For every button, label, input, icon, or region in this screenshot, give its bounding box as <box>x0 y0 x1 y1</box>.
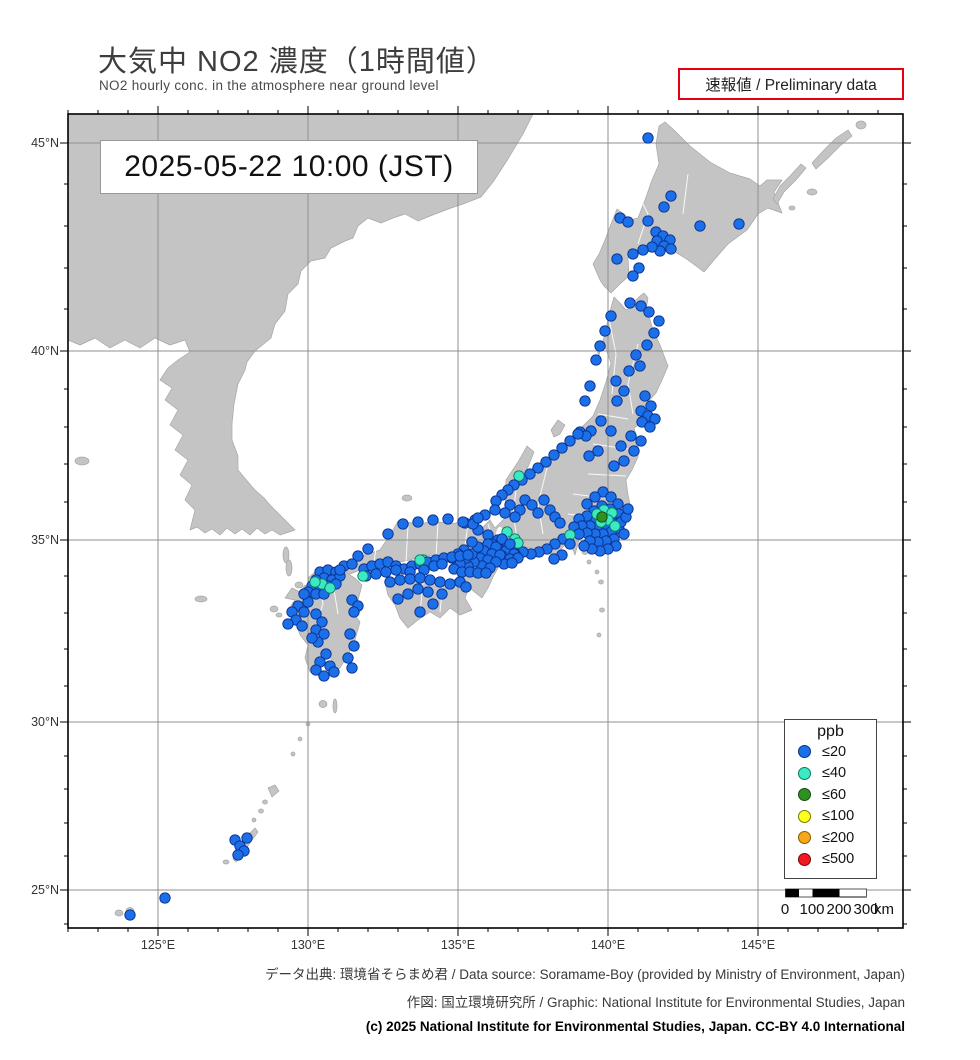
landmass-iki <box>294 581 304 589</box>
islet-izu <box>594 569 600 575</box>
scale-bar: 0 100 200 300 km <box>779 886 929 926</box>
islet-amami <box>258 808 264 814</box>
timestamp-box: 2025-05-22 10:00 (JST) <box>100 140 478 194</box>
landmass-yakushima <box>318 700 328 708</box>
legend-label: ≤500 <box>822 851 855 868</box>
islet-izu <box>599 607 605 613</box>
landmass-tsushima <box>282 546 290 564</box>
page-subtitle: NO2 hourly conc. in the atmosphere near … <box>99 78 439 93</box>
svg-text:140°E: 140°E <box>591 938 625 952</box>
islet-amami <box>262 799 268 805</box>
islet-tokara <box>290 751 296 757</box>
legend-color-dot <box>798 766 811 780</box>
legend-box: ppb ≤20 ≤40 ≤60 ≤100 ≤200 ≤500 <box>784 719 877 879</box>
svg-text:145°E: 145°E <box>741 938 775 952</box>
islet <box>788 205 796 211</box>
legend-row: ≤100 <box>785 806 876 828</box>
scale-bar-tick-label: 0 <box>780 901 790 918</box>
islet-izu <box>586 559 592 565</box>
legend-row: ≤200 <box>785 827 876 849</box>
landmass-goto <box>269 605 279 613</box>
islet-kerama <box>222 859 230 865</box>
legend-color-dot <box>798 831 811 845</box>
landmass-amami <box>267 784 280 798</box>
scale-bar-tick-label: 300 <box>853 901 879 918</box>
landmass-jeju <box>194 595 208 603</box>
legend-label: ≤200 <box>822 829 855 846</box>
footer-graphic-credit: 作図: 国立環境研究所 / Graphic: National Institut… <box>406 995 905 1010</box>
legend-color-dot <box>798 745 811 759</box>
islet-izu <box>596 632 602 638</box>
islet-amami <box>251 817 257 823</box>
scale-bar-tick-label: 200 <box>826 901 852 918</box>
legend-label: ≤20 <box>822 743 847 760</box>
japan-map-svg: 125°E 130°E 135°E 140°E 145°E 45°N 40°N 35°N 30°… <box>31 106 911 952</box>
landmass-sado <box>550 419 566 438</box>
legend-row: ≤40 <box>785 763 876 785</box>
islet <box>806 188 818 196</box>
station-dots <box>124 132 745 921</box>
svg-text:130°E: 130°E <box>291 938 325 952</box>
legend-row: ≤60 <box>785 784 876 806</box>
japan-map: 125°E 130°E 135°E 140°E 145°E 45°N 40°N 35°N 30°… <box>18 102 918 958</box>
landmass-tanegashima <box>332 698 338 714</box>
landmass-oki <box>401 494 413 502</box>
svg-text:45°N: 45°N <box>31 136 59 150</box>
scale-bar-tick-label: 100 <box>799 901 825 918</box>
svg-text:35°N: 35°N <box>31 533 59 547</box>
legend-color-dot <box>798 852 811 866</box>
axis-ticks <box>60 106 911 936</box>
legend-row: ≤20 <box>785 741 876 763</box>
landmass-iriomote <box>114 909 124 917</box>
scale-bar-graphic <box>785 888 867 898</box>
landmass-kunashiri <box>772 163 807 205</box>
svg-text:40°N: 40°N <box>31 344 59 358</box>
landmass-tsushima-s <box>285 559 293 577</box>
legend-row: ≤500 <box>785 849 876 871</box>
legend-title: ppb <box>817 723 844 740</box>
footer-data-source: データ出典: 環境省そらまめ君 / Data source: Soramame-… <box>265 967 905 982</box>
islet <box>855 120 867 130</box>
map-frame <box>67 113 904 929</box>
islet-tokara <box>297 736 303 742</box>
landmass-goto-s <box>275 612 283 618</box>
page-title: 大気中 NO2 濃度（1時間値） <box>98 46 496 78</box>
legend-color-dot <box>798 788 811 802</box>
islet-shandong <box>74 456 90 466</box>
svg-text:135°E: 135°E <box>441 938 475 952</box>
scale-bar-unit: km <box>874 901 894 918</box>
svg-text:30°N: 30°N <box>31 715 59 729</box>
islet-izu <box>598 579 604 585</box>
footer-copyright: (c) 2025 National Institute for Environm… <box>365 1019 905 1034</box>
legend-label: ≤60 <box>822 786 847 803</box>
legend-label: ≤100 <box>822 808 855 825</box>
svg-text:25°N: 25°N <box>31 883 59 897</box>
legend-label: ≤40 <box>822 765 847 782</box>
legend-rows: ≤20 ≤40 ≤60 ≤100 ≤200 ≤500 <box>785 741 876 870</box>
landmass-etorofu <box>811 129 853 170</box>
preliminary-data-badge: 速報値 / Preliminary data <box>678 68 904 100</box>
svg-text:125°E: 125°E <box>141 938 175 952</box>
landmass-continent <box>68 114 534 536</box>
axis-labels: 125°E 130°E 135°E 140°E 145°E 45°N 40°N 35°N 30°… <box>31 136 775 952</box>
legend-color-dot <box>798 809 811 823</box>
